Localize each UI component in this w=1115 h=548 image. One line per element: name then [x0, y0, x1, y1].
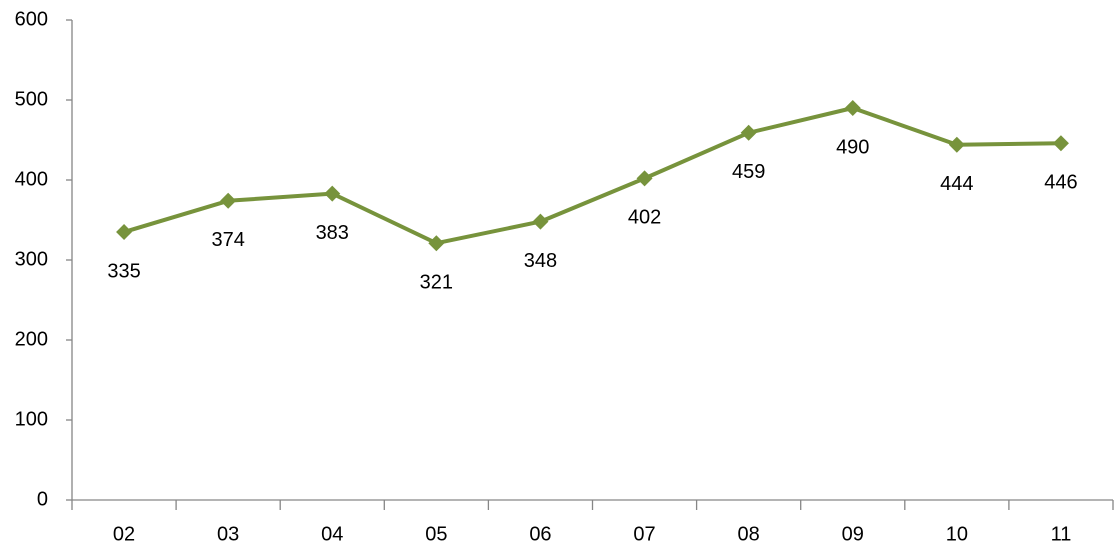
- marker: [740, 124, 757, 141]
- y-tick-label: 200: [15, 328, 48, 350]
- line: [123, 106, 1061, 246]
- x-tick-label: 09: [842, 523, 864, 545]
- x-tick-label: 10: [946, 523, 968, 545]
- data-label: 459: [732, 161, 765, 183]
- data-label: 383: [316, 222, 349, 244]
- x-tick-label: 03: [217, 523, 239, 545]
- marker: [1052, 135, 1069, 152]
- data-label: 490: [836, 136, 869, 158]
- x-tick-label: 05: [425, 523, 447, 545]
- x-tick-label: 11: [1051, 523, 1072, 545]
- y-tick-label: 0: [37, 488, 48, 510]
- data-label: 444: [940, 173, 973, 195]
- data-label: 321: [420, 271, 453, 293]
- data-label: 374: [211, 229, 244, 251]
- marker: [116, 224, 133, 240]
- x-tick-label: 07: [633, 523, 655, 545]
- x-tick-label: 08: [738, 523, 760, 545]
- x-tick-label: 04: [321, 523, 343, 545]
- data-label: 402: [628, 207, 661, 229]
- marker: [844, 100, 861, 116]
- marker: [948, 136, 965, 153]
- data-label: 446: [1044, 171, 1077, 193]
- data-label: 348: [524, 250, 557, 272]
- data-label: 335: [107, 260, 140, 282]
- marker: [428, 235, 445, 252]
- x-tick-label: 06: [529, 523, 551, 545]
- y-tick-label: 300: [15, 248, 48, 270]
- marker: [532, 213, 549, 230]
- x-tick-label: 02: [113, 523, 135, 545]
- y-tick-label: 600: [15, 8, 48, 30]
- y-tick-label: 400: [15, 168, 48, 190]
- y-tick-label: 100: [15, 408, 48, 430]
- marker: [324, 185, 341, 202]
- marker: [220, 192, 237, 209]
- y-tick-label: 500: [15, 88, 48, 110]
- marker: [636, 170, 653, 187]
